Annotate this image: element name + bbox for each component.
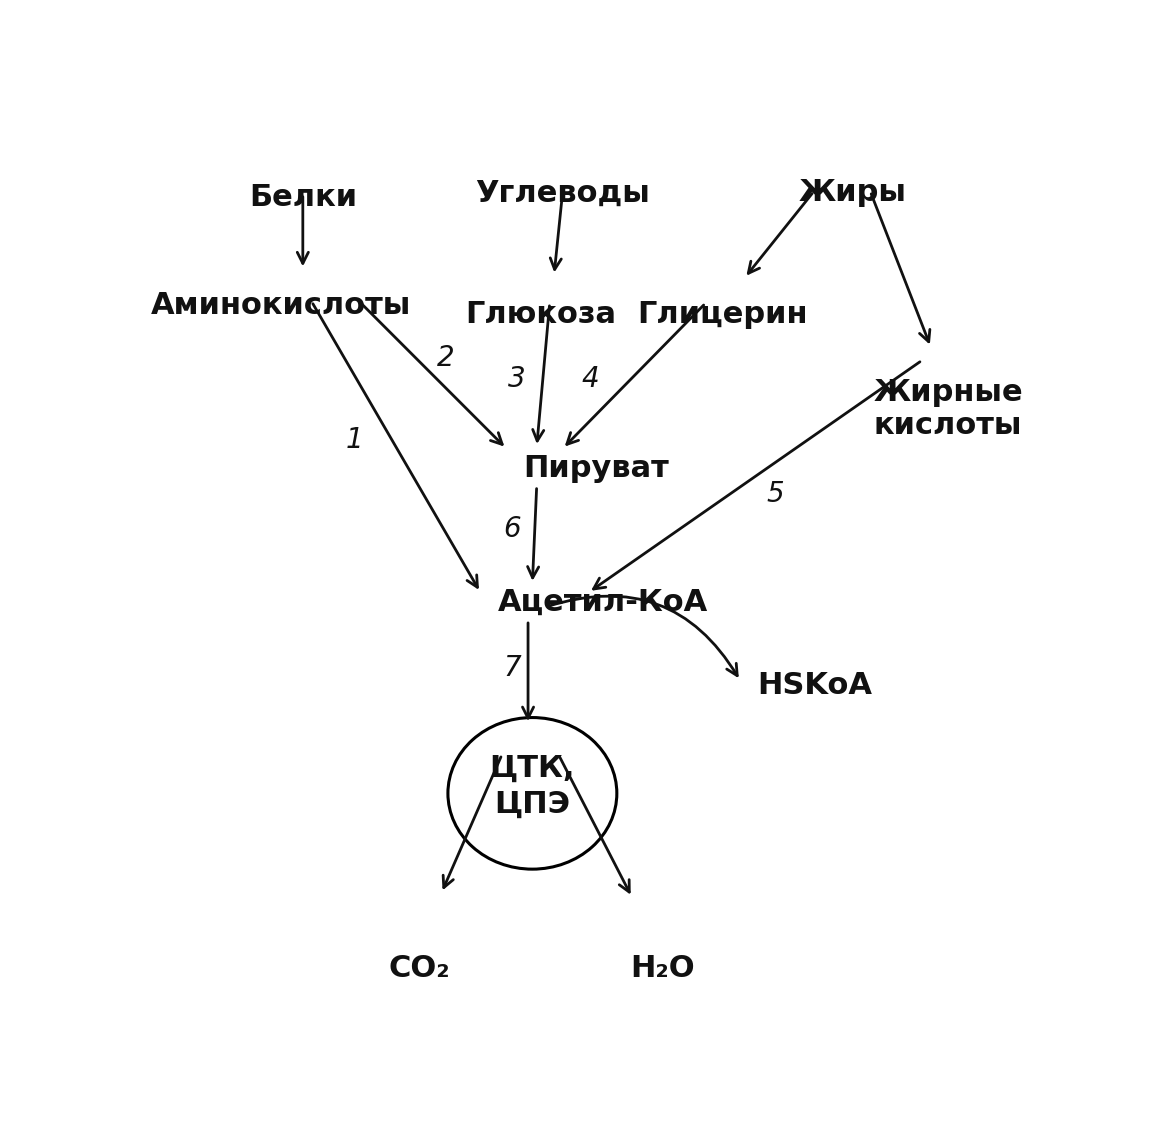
Text: 4: 4 xyxy=(581,366,599,394)
Text: Жиры: Жиры xyxy=(798,178,906,207)
Text: 2: 2 xyxy=(437,344,454,372)
Text: Ацетил-КоА: Ацетил-КоА xyxy=(498,588,708,618)
Text: 3: 3 xyxy=(508,366,526,394)
Text: 5: 5 xyxy=(767,480,784,508)
Text: Глюкоза: Глюкоза xyxy=(466,299,616,328)
Text: Пируват: Пируват xyxy=(524,455,669,483)
Text: Аминокислоты: Аминокислоты xyxy=(151,291,411,319)
Text: 6: 6 xyxy=(504,515,521,543)
Text: Жирные
кислоты: Жирные кислоты xyxy=(873,378,1023,440)
Text: Белки: Белки xyxy=(249,182,357,212)
Text: 1: 1 xyxy=(346,426,364,453)
Text: 7: 7 xyxy=(504,654,521,682)
Text: ЦТК,
ЦПЭ: ЦТК, ЦПЭ xyxy=(490,754,575,819)
Text: Углеводы: Углеводы xyxy=(475,178,650,207)
Text: HSKoA: HSKoA xyxy=(757,670,872,700)
Text: H₂O: H₂O xyxy=(630,954,695,982)
Text: Глицерин: Глицерин xyxy=(637,299,808,328)
Text: CO₂: CO₂ xyxy=(389,954,451,982)
